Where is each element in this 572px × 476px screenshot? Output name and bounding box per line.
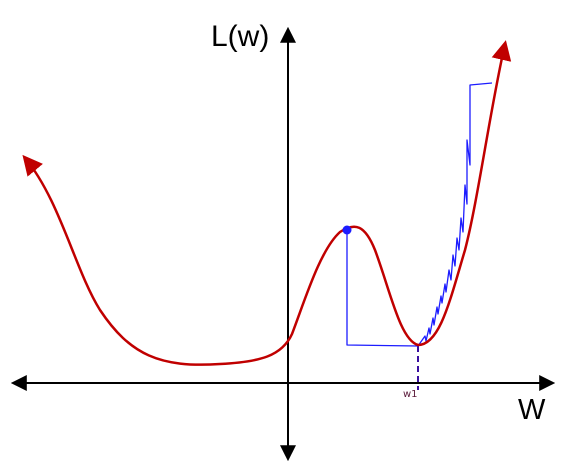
- y-axis-label: L(w): [211, 20, 270, 53]
- x-axis-label: W: [518, 394, 546, 426]
- minimum-label: w1: [403, 389, 418, 400]
- loss-curve: [22, 40, 512, 366]
- start-point: [342, 225, 352, 235]
- descent-path: [346, 82, 493, 347]
